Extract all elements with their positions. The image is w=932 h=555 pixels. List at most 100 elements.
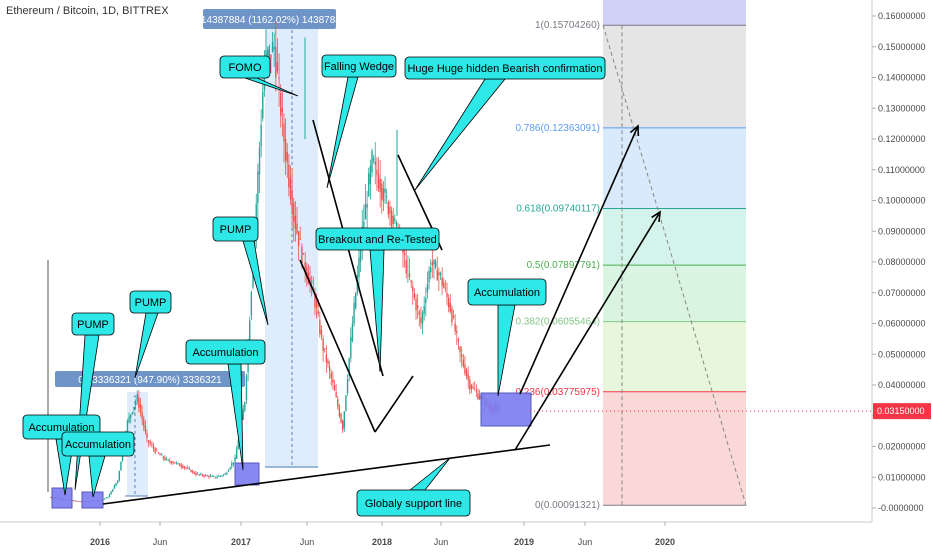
price-candle [425,298,427,303]
price-candle [366,204,368,208]
price-candle [164,457,166,460]
callout-label: Accumulation [474,287,540,299]
time-tick-label: Jun [153,537,168,547]
price-candle [130,414,132,418]
price-candle [434,261,437,268]
price-candle [340,413,342,423]
price-candle [196,473,199,475]
price-candle [475,391,478,393]
price-candle [77,501,80,502]
callout-box [219,55,271,79]
price-candle [249,320,251,344]
callout-box [185,339,266,365]
callout-label: Accumulation [192,347,258,359]
fib-level-label: 1(0.15704260) [535,20,600,31]
price-candle [72,500,75,502]
price-candle [147,440,150,443]
last-price-badge [873,403,931,420]
price-candle [262,91,264,119]
price-tick-label: 0.15000000 [878,42,926,52]
price-candle [116,480,119,484]
callout-label: Globaly support line [365,498,462,510]
price-candle [268,46,270,57]
fib-zone-top [603,0,746,26]
fib-level-label: 0(0.00091321) [535,500,600,511]
price-candle [284,139,287,161]
price-candle [280,92,282,117]
price-candle [421,312,424,324]
price-candle [460,354,463,358]
callout-label: Huge Huge hidden Bearish confirmation [407,63,602,75]
time-tick-label: 2020 [655,537,675,547]
callout-pointer [497,304,516,397]
price-candle [328,366,331,371]
price-candle [337,399,339,407]
price-candle [182,465,184,468]
price-candle [131,412,134,414]
fib-zone [603,391,746,506]
price-candle [288,164,290,188]
callout-box [71,312,115,336]
price-candle [172,461,174,464]
price-candle [159,453,161,456]
price-candle [451,308,453,323]
price-candle [209,475,212,477]
callout-label: FOMO [229,62,262,74]
price-candle [330,372,332,379]
projection-arrow-line [519,125,639,395]
price-candle [441,277,443,286]
projection-arrow-head [629,124,640,137]
time-tick-label: 2019 [514,537,534,547]
price-candle [439,273,442,275]
price-candle [180,464,182,467]
price-candle [138,397,140,408]
price-candle [408,273,411,278]
price-candle [115,483,117,486]
price-candle [413,292,416,298]
measure-label-box [203,9,336,29]
price-tick-label: 0.05000000 [878,349,926,359]
price-candle [457,338,460,342]
price-candle [276,62,279,72]
fib-level-label: 0.382(0.06055464) [515,317,600,328]
price-candle [443,282,445,288]
price-candle [341,420,344,431]
callout-box [129,290,172,314]
callout-label: PUMP [77,319,109,331]
price-candle [169,460,171,462]
price-candle [477,393,479,400]
price-candle [410,279,412,283]
price-candle [136,394,138,402]
fib-level-label: 0.618(0.09740117) [516,203,600,214]
price-candle [113,485,116,489]
price-candle [203,475,205,477]
price-candle [412,286,414,292]
price-candle [281,108,284,113]
price-candle [430,267,432,273]
price-candle [200,473,202,475]
price-candle [332,378,334,383]
callout-pointer [242,240,269,326]
price-candle [351,323,354,341]
accumulation-box [234,462,260,486]
price-candle [157,452,160,454]
callout-label: PUMP [220,224,252,236]
price-candle [183,466,186,468]
price-candle [415,298,417,311]
price-candle [257,171,259,204]
price-tick-label: 0.01000000 [878,472,926,482]
callout-box [315,227,440,251]
price-candle [335,392,337,398]
price-candle [306,267,308,279]
price-candle [387,202,390,215]
price-candle [174,462,176,464]
price-candle [436,269,438,281]
price-candle [128,416,130,422]
price-candle [271,42,274,52]
price-candle [474,389,476,390]
price-candle [327,360,329,364]
price-candle [187,467,189,469]
callout-box [212,216,259,242]
